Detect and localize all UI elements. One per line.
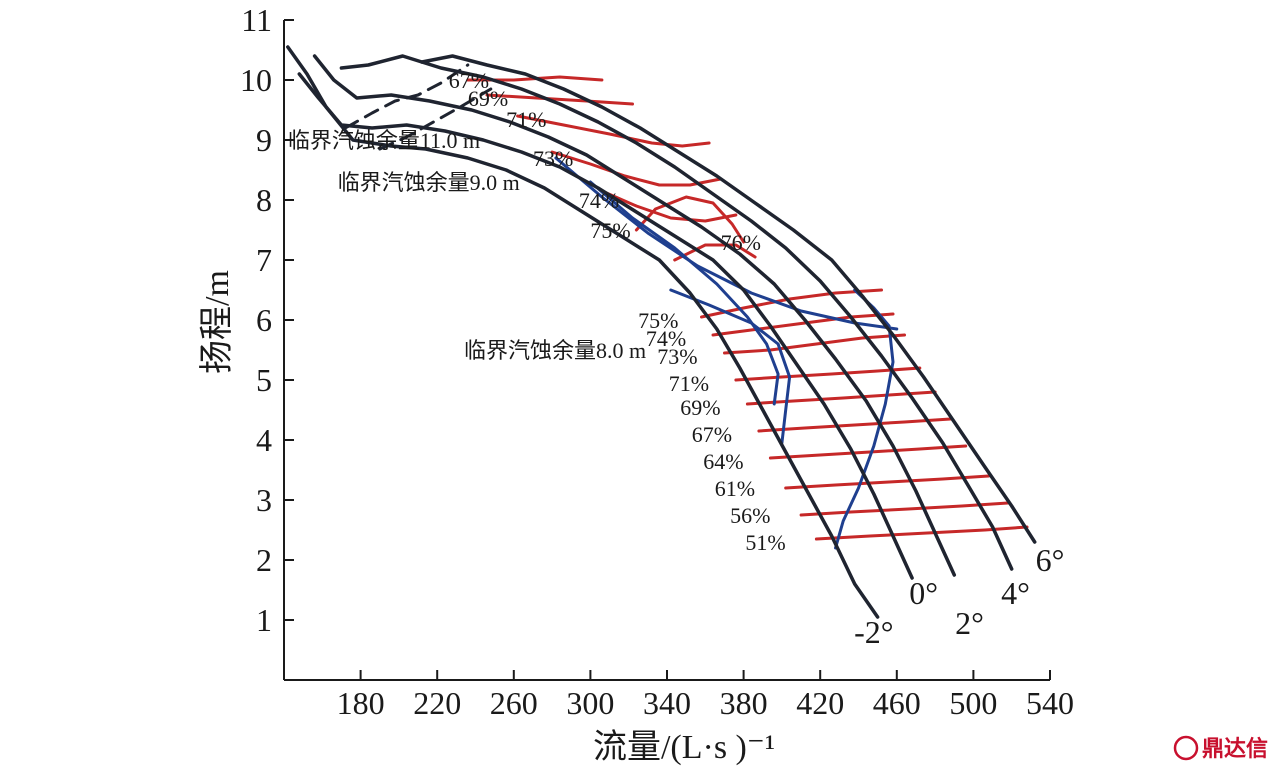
y-tick-label: 3 <box>256 482 272 518</box>
head-curve <box>312 54 957 577</box>
annotation-label: 临界汽蚀余量11.0 m <box>288 128 480 153</box>
annotation-label: 临界汽蚀余量8.0 m <box>464 338 646 363</box>
efficiency-contour <box>700 288 883 319</box>
efficiency-contour <box>550 150 723 187</box>
annotation-label: 56% <box>730 503 770 528</box>
efficiency-contour <box>768 444 968 460</box>
efficiency-contour <box>711 312 895 337</box>
y-tick-label: 11 <box>241 2 272 38</box>
y-tick-label: 8 <box>256 182 272 218</box>
x-tick-label: 180 <box>337 685 385 721</box>
axes: 180 220 260 300 340 380 420 460 500 540 1 2 3 4 5 6 7 8 9 1… <box>240 2 1074 721</box>
plot-area <box>286 45 1037 619</box>
annotation-label: 67% <box>449 68 489 93</box>
blade-angle-label: -2° <box>854 614 893 650</box>
head-curve <box>420 54 1037 544</box>
annotation-label: 74% <box>646 326 686 351</box>
x-tick-label: 340 <box>643 685 691 721</box>
efficiency-contour <box>757 417 952 433</box>
x-tick-label: 220 <box>413 685 461 721</box>
y-tick-label: 1 <box>256 602 272 638</box>
efficiency-boundary-curve <box>588 180 780 406</box>
annotation-label: 51% <box>745 530 785 555</box>
x-tick-label: 500 <box>949 685 997 721</box>
npsh-curve <box>378 87 493 151</box>
x-tick-label: 380 <box>720 685 768 721</box>
npsh-curve <box>554 156 899 331</box>
y-tick-label: 2 <box>256 542 272 578</box>
watermark-text: 鼎达信 <box>1202 736 1268 762</box>
blade-angle-label: 2° <box>955 605 984 641</box>
x-tick-label: 420 <box>796 685 844 721</box>
efficiency-contour <box>723 333 906 355</box>
annotation-label: 69% <box>468 86 508 111</box>
annotation-label: 64% <box>703 449 743 474</box>
x-axis-title: 流量/(L·s )⁻¹ <box>593 728 775 766</box>
y-tick-label: 9 <box>256 122 272 158</box>
annotation-label: 76% <box>721 230 761 255</box>
y-tick-label: 5 <box>256 362 272 398</box>
efficiency-contour <box>784 474 991 490</box>
y-tick-label: 10 <box>240 62 272 98</box>
efficiency-boundary-curve <box>834 288 895 550</box>
annotation-label: 67% <box>692 422 732 447</box>
efficiency-contour <box>745 390 937 406</box>
x-tick-label: 540 <box>1026 685 1074 721</box>
y-tick-label: 7 <box>256 242 272 278</box>
efficiency-contour <box>814 525 1029 541</box>
watermark-logo-icon <box>1173 735 1199 761</box>
efficiency-contour <box>600 189 738 223</box>
annotation-label: 73% <box>657 344 697 369</box>
annotation-label: 临界汽蚀余量9.0 m <box>338 170 520 195</box>
head-curve <box>286 45 880 619</box>
head-curve <box>297 72 914 580</box>
efficiency-boundary-curve <box>669 288 792 445</box>
efficiency-contour <box>634 195 746 244</box>
annotation-label: 73% <box>533 146 573 171</box>
efficiency-contour <box>673 243 757 262</box>
head-curve <box>339 54 1014 571</box>
y-tick-label: 6 <box>256 302 272 338</box>
efficiency-contour <box>799 501 1010 517</box>
efficiency-contour <box>485 93 634 106</box>
blade-angle-label: 0° <box>909 575 938 611</box>
x-tick-label: 260 <box>490 685 538 721</box>
annotation-label: 75% <box>590 218 630 243</box>
annotation-label: 61% <box>715 476 755 501</box>
watermark: 鼎达信 <box>1173 735 1268 762</box>
y-axis-title: 扬程/m <box>198 270 236 374</box>
x-tick-label: 460 <box>873 685 921 721</box>
annotation-label: 71% <box>669 371 709 396</box>
annotation-label: 69% <box>680 395 720 420</box>
annotation-label: 75% <box>638 308 678 333</box>
blade-angle-label: 6° <box>1036 542 1065 578</box>
y-tick-label: 4 <box>256 422 272 458</box>
blade-angle-label: 4° <box>1001 575 1030 611</box>
x-tick-label: 300 <box>566 685 614 721</box>
annotation-label: 74% <box>579 188 619 213</box>
annotation-label: 71% <box>506 107 546 132</box>
